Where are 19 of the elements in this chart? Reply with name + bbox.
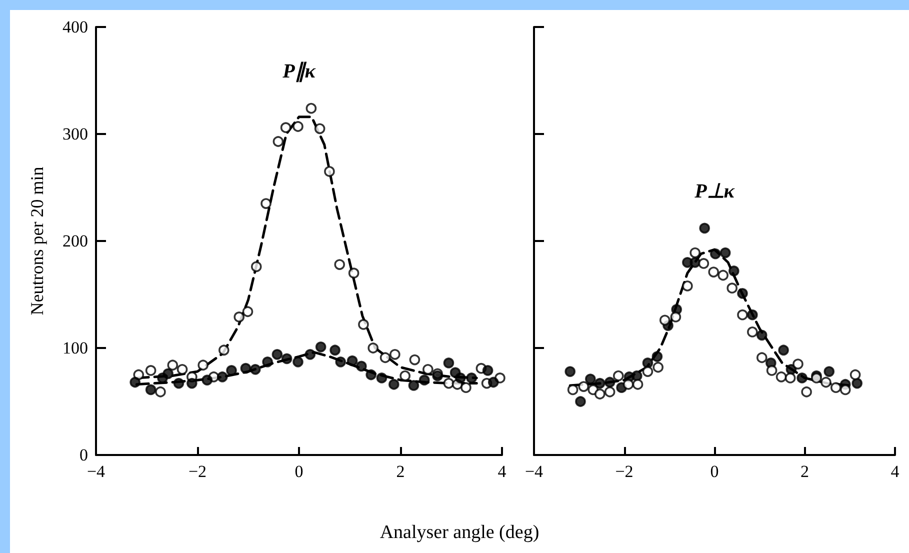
x-tick-label: 4 xyxy=(890,462,900,481)
annotation: P⊥κ xyxy=(694,180,735,202)
x-tick-label: 0 xyxy=(294,462,304,481)
annotation: P∥κ xyxy=(282,60,316,83)
x-tick-label: 0 xyxy=(710,462,719,481)
y-axis-title: Neutrons per 20 min xyxy=(27,166,47,316)
y-tick-label: 300 xyxy=(62,124,88,144)
y-tick-label: 0 xyxy=(80,446,88,464)
x-tick-label: −2 xyxy=(615,462,634,481)
x-tick-label: 2 xyxy=(396,462,405,481)
y-tick-label: 400 xyxy=(62,18,88,36)
x-axis-title: Analyser angle (deg) xyxy=(378,522,540,544)
x-tick-label: 2 xyxy=(800,462,809,481)
x-tick-label: −2 xyxy=(188,462,207,481)
x-tick-label: 4 xyxy=(498,462,507,481)
y-tick-label: 100 xyxy=(62,338,88,358)
x-tick-label: −4 xyxy=(86,462,106,481)
y-tick-label: 200 xyxy=(62,232,88,250)
x-tick-label: −4 xyxy=(524,462,544,481)
